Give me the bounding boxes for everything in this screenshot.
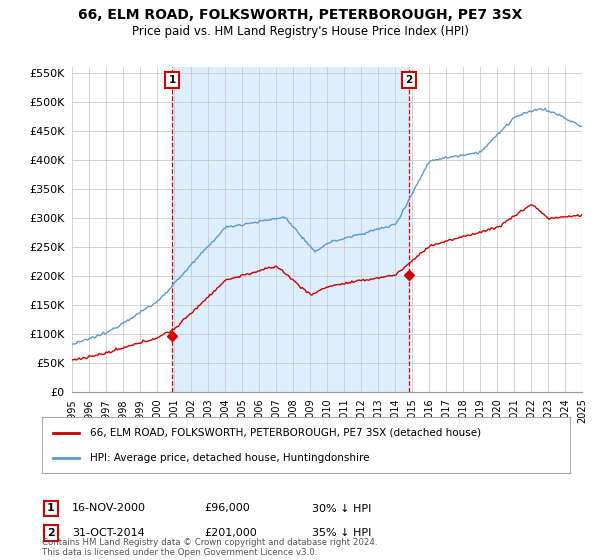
Text: 35% ↓ HPI: 35% ↓ HPI: [312, 528, 371, 538]
Text: £201,000: £201,000: [204, 528, 257, 538]
Text: 30% ↓ HPI: 30% ↓ HPI: [312, 503, 371, 514]
Text: 1: 1: [169, 75, 176, 85]
Bar: [172, 67, 409, 392]
Text: £96,000: £96,000: [204, 503, 250, 514]
Text: 2: 2: [406, 75, 413, 85]
Text: 66, ELM ROAD, FOLKSWORTH, PETERBOROUGH, PE7 3SX (detached house): 66, ELM ROAD, FOLKSWORTH, PETERBOROUGH, …: [89, 428, 481, 438]
Text: 1: 1: [47, 503, 55, 514]
Text: 66, ELM ROAD, FOLKSWORTH, PETERBOROUGH, PE7 3SX: 66, ELM ROAD, FOLKSWORTH, PETERBOROUGH, …: [78, 8, 522, 22]
Text: Price paid vs. HM Land Registry's House Price Index (HPI): Price paid vs. HM Land Registry's House …: [131, 25, 469, 38]
Text: 2: 2: [47, 528, 55, 538]
Text: 16-NOV-2000: 16-NOV-2000: [72, 503, 146, 514]
Text: 31-OCT-2014: 31-OCT-2014: [72, 528, 145, 538]
Text: HPI: Average price, detached house, Huntingdonshire: HPI: Average price, detached house, Hunt…: [89, 452, 369, 463]
Text: Contains HM Land Registry data © Crown copyright and database right 2024.
This d: Contains HM Land Registry data © Crown c…: [42, 538, 377, 557]
